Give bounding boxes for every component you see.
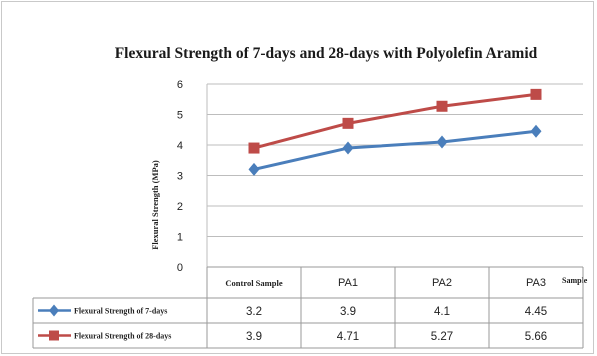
x-axis-label: Sample <box>562 276 588 285</box>
data-point <box>530 124 542 138</box>
y-tick-label: 3 <box>177 171 183 183</box>
y-tick-label: 1 <box>177 232 183 244</box>
x-category-label: PA1 <box>338 277 358 289</box>
y-axis-ticks: 0 1 2 3 4 5 6 <box>177 79 183 274</box>
legend-key-marker <box>49 304 59 317</box>
x-category-label: PA3 <box>526 277 546 289</box>
data-table: Control Sample PA1 PA2 PA3 Flexural Strength… <box>32 266 584 349</box>
x-category-label: Control Sample <box>225 278 282 288</box>
table-value: 3.9 <box>340 306 356 318</box>
table-value: 5.66 <box>525 331 547 343</box>
legend-label: Flexural Strength of 28-days <box>74 332 171 341</box>
y-tick-label: 5 <box>177 110 183 122</box>
gridlines <box>206 83 583 268</box>
legend-key-marker <box>49 330 59 341</box>
data-point <box>436 100 448 112</box>
data-point <box>530 88 542 100</box>
y-tick-label: 4 <box>177 140 183 152</box>
table-value: 4.45 <box>525 306 547 318</box>
data-point <box>342 141 354 155</box>
series-line <box>253 129 537 171</box>
legend-label: Flexural Strength of 7-days <box>74 307 167 316</box>
table-value: 5.27 <box>431 331 453 343</box>
data-point <box>342 117 354 129</box>
series-line <box>253 92 537 150</box>
data-point <box>436 135 448 149</box>
data-point <box>248 142 260 154</box>
data-point <box>248 162 260 176</box>
series-lines <box>248 88 542 176</box>
y-tick-label: 6 <box>177 79 183 91</box>
chart-title: Flexural Strength of 7-days and 28-days … <box>115 45 538 62</box>
table-value: 4.71 <box>337 331 359 343</box>
table-value: 3.9 <box>246 331 262 343</box>
table-value: 4.1 <box>434 306 450 318</box>
y-axis-label: Flexural Strength (MPa) <box>150 160 160 250</box>
table-value: 3.2 <box>246 306 262 318</box>
x-category-label: PA2 <box>432 277 452 289</box>
y-tick-label: 0 <box>177 262 183 274</box>
y-tick-label: 2 <box>177 201 183 213</box>
